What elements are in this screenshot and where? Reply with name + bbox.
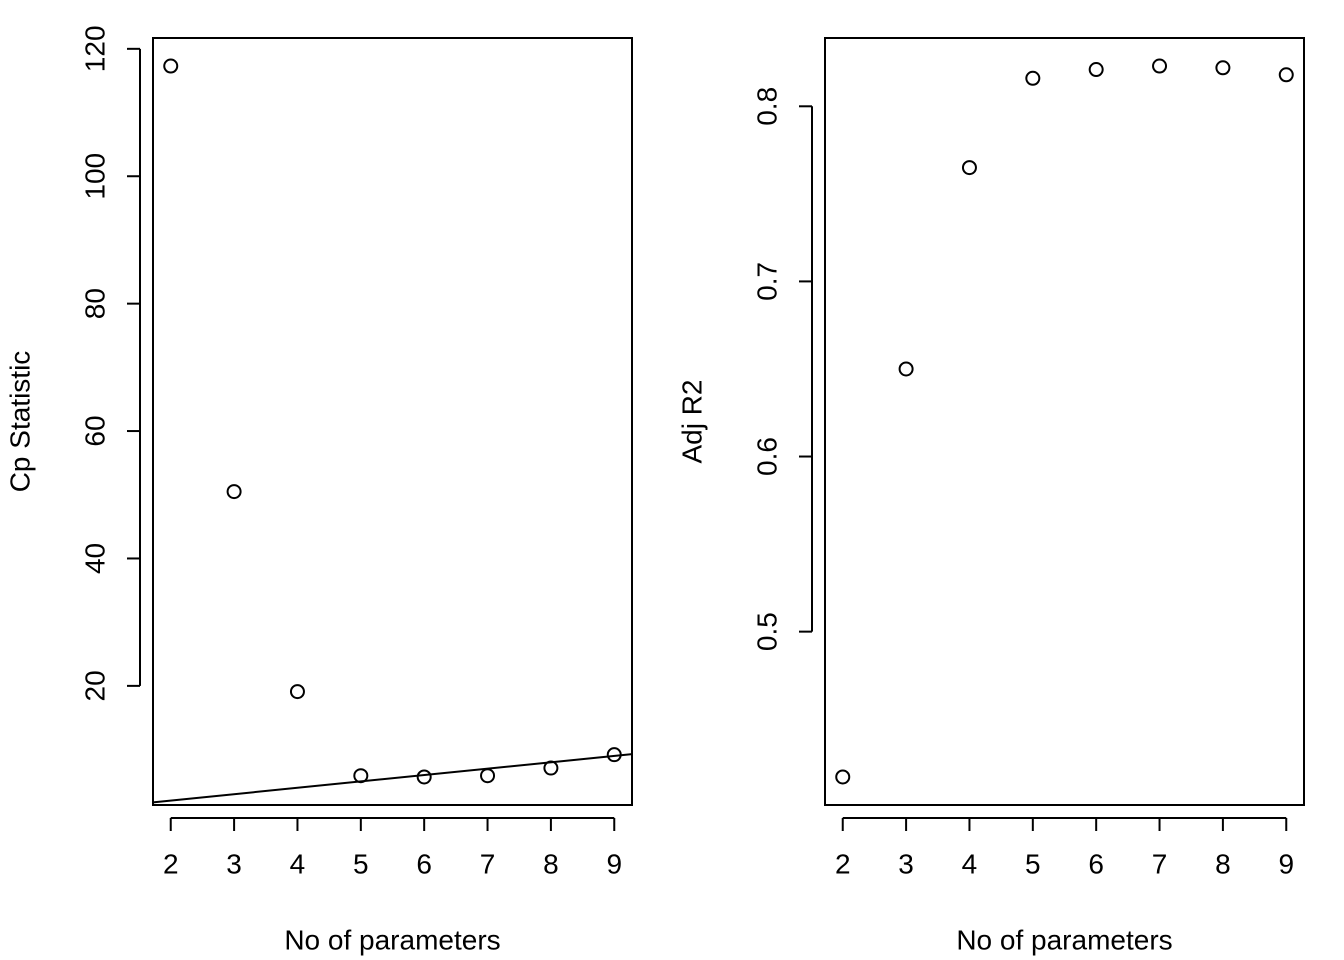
x-axis-label: No of parameters <box>956 924 1172 955</box>
y-tick-label: 0.7 <box>751 262 782 301</box>
data-point <box>835 769 851 785</box>
x-tick-label: 9 <box>1278 848 1294 879</box>
x-tick-label: 9 <box>606 848 622 879</box>
x-tick-label: 2 <box>835 848 851 879</box>
x-tick-label: 7 <box>1152 848 1168 879</box>
y-tick-label: 100 <box>79 153 110 200</box>
data-point <box>416 769 432 785</box>
x-tick-label: 5 <box>353 848 369 879</box>
y-tick-label: 120 <box>79 25 110 72</box>
data-point <box>1152 58 1168 74</box>
y-tick-label: 40 <box>79 543 110 574</box>
x-tick-label: 6 <box>1088 848 1104 879</box>
y-tick-label: 60 <box>79 415 110 446</box>
x-tick-label: 2 <box>163 848 179 879</box>
reference-line <box>152 753 633 804</box>
plot-frame <box>824 37 1305 806</box>
y-tick-label: 0.5 <box>751 612 782 651</box>
y-tick-label: 20 <box>79 670 110 701</box>
y-tick-label: 0.8 <box>751 87 782 126</box>
data-point <box>1278 67 1294 83</box>
x-tick-label: 7 <box>480 848 496 879</box>
data-point <box>961 160 977 176</box>
x-tick-label: 3 <box>898 848 914 879</box>
data-point <box>480 768 496 784</box>
data-point <box>543 760 559 776</box>
data-point <box>898 361 914 377</box>
y-axis-label: Adj R2 <box>676 379 707 463</box>
data-point <box>1088 62 1104 78</box>
y-axis-label: Cp Statistic <box>4 351 35 493</box>
x-tick-label: 4 <box>290 848 306 879</box>
data-point <box>289 684 305 700</box>
x-tick-label: 3 <box>226 848 242 879</box>
data-point <box>353 768 369 784</box>
data-point <box>163 58 179 74</box>
x-tick-label: 8 <box>1215 848 1231 879</box>
x-tick-label: 4 <box>962 848 978 879</box>
x-tick-label: 8 <box>543 848 559 879</box>
data-point <box>1215 60 1231 76</box>
x-tick-label: 5 <box>1025 848 1041 879</box>
data-point <box>1025 70 1041 86</box>
x-tick-label: 6 <box>416 848 432 879</box>
data-point <box>226 484 242 500</box>
y-tick-label: 0.6 <box>751 437 782 476</box>
plot-frame <box>152 37 633 806</box>
x-axis-label: No of parameters <box>284 924 500 955</box>
y-tick-label: 80 <box>79 288 110 319</box>
data-point <box>606 747 622 763</box>
